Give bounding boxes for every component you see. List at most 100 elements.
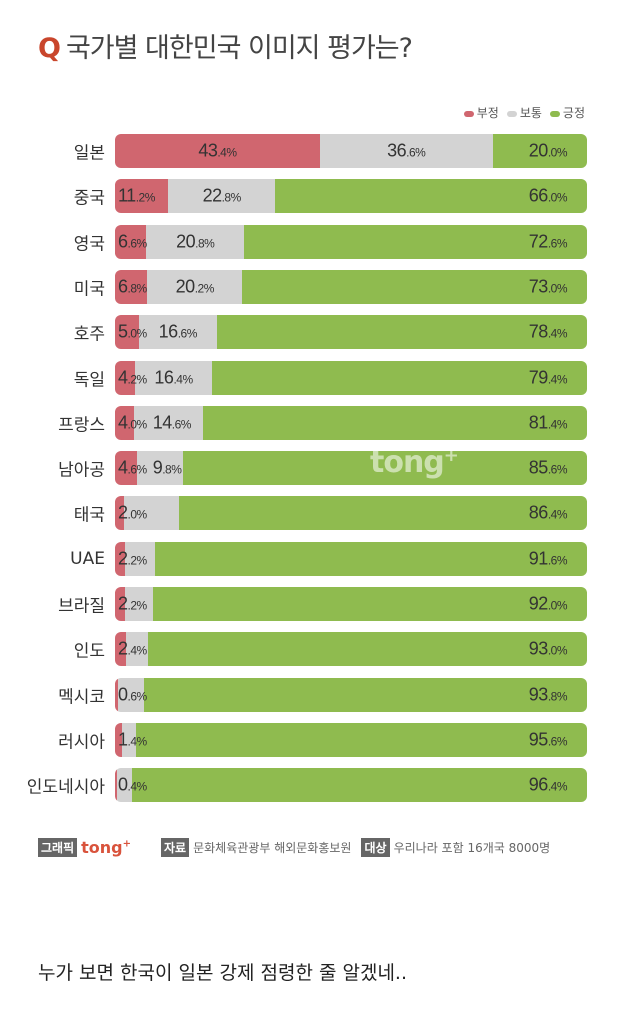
value-label-negative: 4.2% <box>118 367 147 387</box>
bar-row <box>115 768 587 803</box>
bar-segment-neutral <box>138 315 217 350</box>
value-label-negative: 0.6% <box>118 684 147 705</box>
bar-segment-negative <box>115 632 127 667</box>
bar-segment-neutral <box>146 224 245 259</box>
bar-segment-neutral <box>117 677 145 712</box>
value-label-negative: 2.2% <box>118 548 147 569</box>
bar-row <box>115 269 587 304</box>
target-text: 우리나라 포함 16개국 8000명 <box>393 841 551 855</box>
bar-segment-positive <box>182 451 587 486</box>
bar-row <box>115 315 587 350</box>
bar-segment-negative <box>115 134 320 168</box>
bar-segment-negative <box>115 451 137 486</box>
value-label-negative: 0.4% <box>118 774 147 795</box>
bar-row <box>115 179 587 214</box>
bar-row <box>115 496 587 531</box>
bar-segment-neutral <box>125 587 153 621</box>
category-label: 남아공 <box>58 460 105 481</box>
bar-row <box>115 451 587 486</box>
category-label: 호주 <box>73 324 105 345</box>
value-label-positive: 78.4% <box>528 321 568 342</box>
bar-segment-neutral <box>121 722 136 757</box>
bar-segment-negative <box>115 722 122 757</box>
category-label: 미국 <box>73 279 105 300</box>
legend-negative: 부정 <box>463 104 499 121</box>
value-label-positive: 66.0% <box>528 185 568 206</box>
bar-segment-positive <box>202 405 587 440</box>
bar-row <box>115 405 587 440</box>
value-label-neutral: 36.6% <box>387 140 426 161</box>
value-label-positive: 73.0% <box>528 276 568 297</box>
value-label-negative: 2.2% <box>118 593 147 614</box>
value-label-negative: 2.0% <box>118 502 147 523</box>
bar-segment-neutral <box>167 179 276 214</box>
bar-segment-positive <box>242 269 587 304</box>
category-label: 일본 <box>73 143 105 164</box>
value-label-positive: 79.4% <box>528 367 568 387</box>
target-tag: 대상 <box>361 838 390 857</box>
bar-segment-neutral <box>125 541 155 576</box>
value-label-positive: 72.6% <box>528 231 568 252</box>
bar-row <box>115 134 587 168</box>
title-text: 국가별 대한민국 이미지 평가는? <box>65 33 413 64</box>
bar-segment-positive <box>216 315 587 350</box>
value-label-negative: 1.4% <box>118 729 147 750</box>
category-label: 중국 <box>73 188 105 209</box>
category-label: 프랑스 <box>58 415 105 436</box>
bar-segment-positive <box>148 632 587 667</box>
category-label: 태국 <box>73 505 105 526</box>
value-label-positive: 20.0% <box>528 140 568 161</box>
value-label-neutral: 20.8% <box>176 231 215 252</box>
value-label-neutral: 9.8% <box>152 457 182 478</box>
value-label-positive: 86.4% <box>528 502 568 523</box>
bar-segment-neutral <box>136 451 183 486</box>
bar-segment-negative <box>115 224 147 259</box>
category-label: 인도네시아 <box>26 777 105 798</box>
bar-segment-positive <box>179 496 587 531</box>
value-label-positive: 96.4% <box>528 774 568 795</box>
bar-row <box>115 587 587 621</box>
bar-segment-neutral <box>124 496 180 531</box>
bar-segment-positive <box>152 587 587 621</box>
source-text: 문화체육관광부 해외문화홍보원 <box>193 841 352 855</box>
bar-segment-negative <box>115 677 118 712</box>
bar-segment-positive <box>492 134 587 168</box>
value-label-neutral: 16.6% <box>158 321 198 342</box>
category-label: 독일 <box>73 370 105 390</box>
bar-segment-neutral <box>116 768 132 803</box>
chart-title: Q 국가별 대한민국 이미지 평가는? <box>38 26 413 65</box>
value-label-negative: 6.8% <box>118 276 147 297</box>
bar-segment-negative <box>115 496 125 531</box>
category-label: 인도 <box>73 641 105 662</box>
bar-row <box>115 677 587 712</box>
bar-segment-negative <box>115 768 117 803</box>
category-label: 멕시코 <box>58 687 105 708</box>
bar-segment-negative <box>115 587 126 621</box>
bar-segment-positive <box>135 722 587 757</box>
bar-row <box>115 541 587 576</box>
value-label-positive: 85.6% <box>528 457 568 478</box>
bar-segment-positive <box>144 677 587 712</box>
value-label-negative: 4.6% <box>118 457 147 478</box>
bar-segment-positive <box>154 541 587 576</box>
graphic-tag: 그래픽 <box>38 838 78 857</box>
bar-segment-negative <box>115 269 148 304</box>
legend: 부정 보통 긍정 <box>463 104 585 121</box>
bar-segment-negative <box>115 315 139 350</box>
bar-segment-neutral <box>133 405 203 440</box>
value-label-positive: 93.0% <box>528 638 568 659</box>
bar-segment-negative <box>115 179 168 214</box>
value-label-negative: 5.0% <box>118 321 147 342</box>
value-label-neutral: 20.2% <box>175 276 215 297</box>
value-label-negative: 6.6% <box>118 231 147 252</box>
bar-row <box>115 722 587 757</box>
bar-segment-positive <box>275 179 587 214</box>
category-label: UAE <box>70 548 105 569</box>
value-label-negative: 43.4% <box>198 140 237 161</box>
value-label-positive: 91.6% <box>528 548 568 569</box>
bar-row <box>115 360 587 395</box>
value-label-positive: 81.4% <box>528 412 568 433</box>
value-label-neutral: 16.4% <box>154 367 193 387</box>
bar-row <box>115 224 587 259</box>
category-label: 영국 <box>73 234 105 255</box>
